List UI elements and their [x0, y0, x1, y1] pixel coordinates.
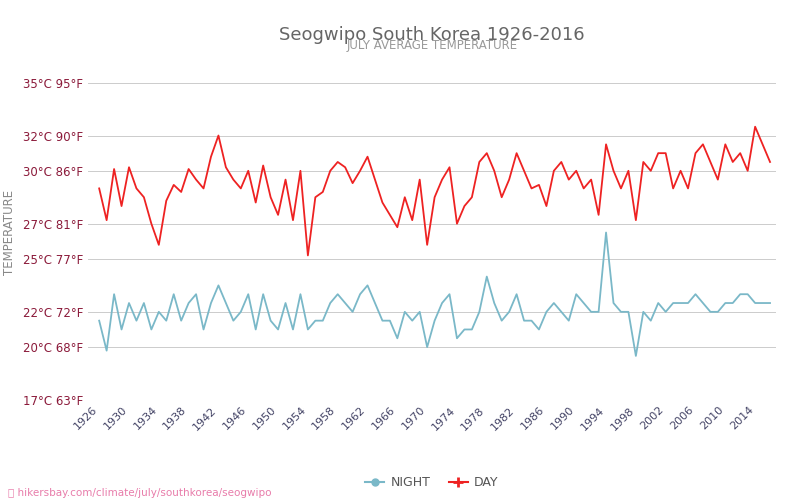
Text: 📍 hikersbay.com/climate/july/southkorea/seogwipo: 📍 hikersbay.com/climate/july/southkorea/… [8, 488, 271, 498]
Title: Seogwipo South Korea 1926-2016: Seogwipo South Korea 1926-2016 [279, 26, 585, 44]
Text: JULY AVERAGE TEMPERATURE: JULY AVERAGE TEMPERATURE [346, 38, 518, 52]
Legend: NIGHT, DAY: NIGHT, DAY [361, 471, 503, 494]
Y-axis label: TEMPERATURE: TEMPERATURE [3, 190, 16, 275]
